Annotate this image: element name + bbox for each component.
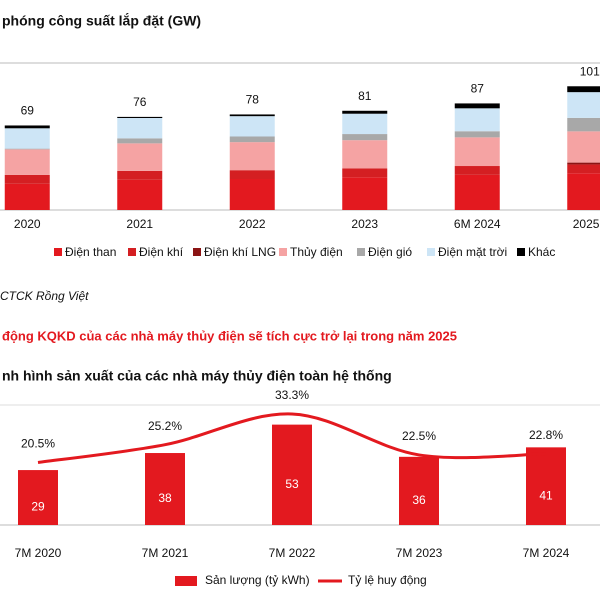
bar-segment <box>342 177 388 210</box>
x-tick-label: 7M 2020 <box>15 546 62 560</box>
legend-swatch <box>54 248 62 256</box>
source: CTCK Rồng Việt <box>0 289 89 303</box>
bar-segment <box>454 137 500 167</box>
bar-segment <box>342 113 388 135</box>
bar-label: 36 <box>412 493 426 507</box>
bar-segment <box>117 138 163 144</box>
bar-segment <box>117 179 163 210</box>
bar <box>18 470 58 525</box>
headline: động KQKD của các nhà máy thủy điện sẽ t… <box>2 328 457 343</box>
bar-segment <box>567 131 600 163</box>
x-tick-label: 6M 2024 <box>454 217 501 231</box>
legend-swatch <box>193 248 201 256</box>
legend-label: Khác <box>528 245 555 259</box>
bar-segment <box>229 142 275 171</box>
bar-label: 29 <box>31 500 45 514</box>
bar <box>399 456 439 525</box>
bar-segment <box>342 134 388 141</box>
bar-segment <box>567 86 600 93</box>
legend-label: Điện gió <box>368 245 412 259</box>
x-tick-label: 2020 <box>14 217 41 231</box>
bar-segment <box>117 116 163 119</box>
bar-segment <box>342 110 388 114</box>
bar-segment <box>454 174 500 210</box>
x-tick-label: 2021 <box>126 217 153 231</box>
chart-title: phóng công suất lắp đặt (GW) <box>2 12 201 29</box>
bar-segment <box>117 170 163 180</box>
bar-segment <box>229 170 275 180</box>
bar-segment <box>567 164 600 174</box>
bar-segment <box>4 125 50 129</box>
bar-segment <box>454 108 500 132</box>
total-label: 87 <box>471 82 485 96</box>
bar-segment <box>117 118 163 139</box>
line-label: 22.5% <box>402 429 436 443</box>
chart-title: nh hình sản xuất của các nhà máy thủy đi… <box>2 368 392 384</box>
bar-segment <box>454 103 500 109</box>
legend-label: Thủy điện <box>290 245 343 259</box>
x-tick-label: 7M 2021 <box>142 546 189 560</box>
x-tick-label: 2022 <box>239 217 266 231</box>
bar-segment <box>229 136 275 143</box>
line <box>37 412 547 464</box>
line-label: 33.3% <box>275 388 309 402</box>
bar-segment <box>567 173 600 210</box>
bar-segment <box>4 128 50 149</box>
bar <box>526 447 566 525</box>
legend-label: Điện than <box>65 245 116 259</box>
line-label: 20.5% <box>21 437 55 451</box>
bar <box>145 453 185 525</box>
bar-segment <box>567 117 600 132</box>
line-label: 25.2% <box>148 419 182 433</box>
bar-segment <box>229 116 275 137</box>
total-label: 78 <box>246 93 260 107</box>
legend-swatch <box>517 248 525 256</box>
bar-segment <box>4 148 50 150</box>
x-tick-label: 2023 <box>351 217 378 231</box>
bar-label: 38 <box>158 491 172 505</box>
x-tick-label: 2025F <box>573 217 600 231</box>
bar-segment <box>342 140 388 169</box>
bar-label: 41 <box>539 488 553 502</box>
legend-label: Điện khí <box>139 245 184 259</box>
bar-segment <box>567 92 600 118</box>
bar-segment <box>4 174 50 184</box>
legend-label: Điện mặt trời <box>438 245 507 259</box>
legend-label: Tỷ lệ huy động <box>348 573 427 587</box>
line-label: 22.8% <box>529 428 563 442</box>
x-tick-label: 7M 2022 <box>269 546 316 560</box>
x-tick-label: 7M 2024 <box>523 546 570 560</box>
legend-label: Sản lượng (tỷ kWh) <box>205 573 310 587</box>
total-label: 81 <box>358 89 372 103</box>
bar-segment <box>117 143 163 171</box>
legend-swatch <box>279 248 287 256</box>
bar-segment <box>454 166 500 175</box>
x-tick-label: 7M 2023 <box>396 546 443 560</box>
legend-swatch <box>427 248 435 256</box>
bar-segment <box>342 168 388 178</box>
bar-segment <box>454 131 500 138</box>
bar-segment <box>567 162 600 165</box>
bar-segment <box>229 114 275 117</box>
total-label: 101 <box>580 64 600 78</box>
legend-swatch <box>357 248 365 256</box>
legend-swatch <box>128 248 136 256</box>
total-label: 69 <box>21 104 35 118</box>
bar-segment <box>4 183 50 210</box>
legend-label: Điện khí LNG <box>204 245 276 259</box>
bar-label: 53 <box>285 477 299 491</box>
bar <box>272 424 312 525</box>
bar-segment <box>4 149 50 175</box>
legend-swatch <box>175 576 197 586</box>
bar-segment <box>229 179 275 210</box>
total-label: 76 <box>133 95 147 109</box>
